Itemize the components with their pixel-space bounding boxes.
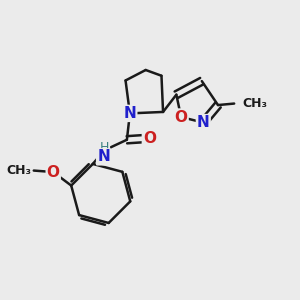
Text: N: N bbox=[97, 149, 110, 164]
Text: O: O bbox=[175, 110, 188, 124]
Text: N: N bbox=[197, 115, 210, 130]
Text: O: O bbox=[47, 165, 60, 180]
Text: N: N bbox=[124, 106, 136, 121]
Text: H: H bbox=[100, 141, 109, 154]
Text: CH₃: CH₃ bbox=[6, 164, 31, 177]
Text: O: O bbox=[143, 131, 156, 146]
Text: CH₃: CH₃ bbox=[243, 97, 268, 110]
